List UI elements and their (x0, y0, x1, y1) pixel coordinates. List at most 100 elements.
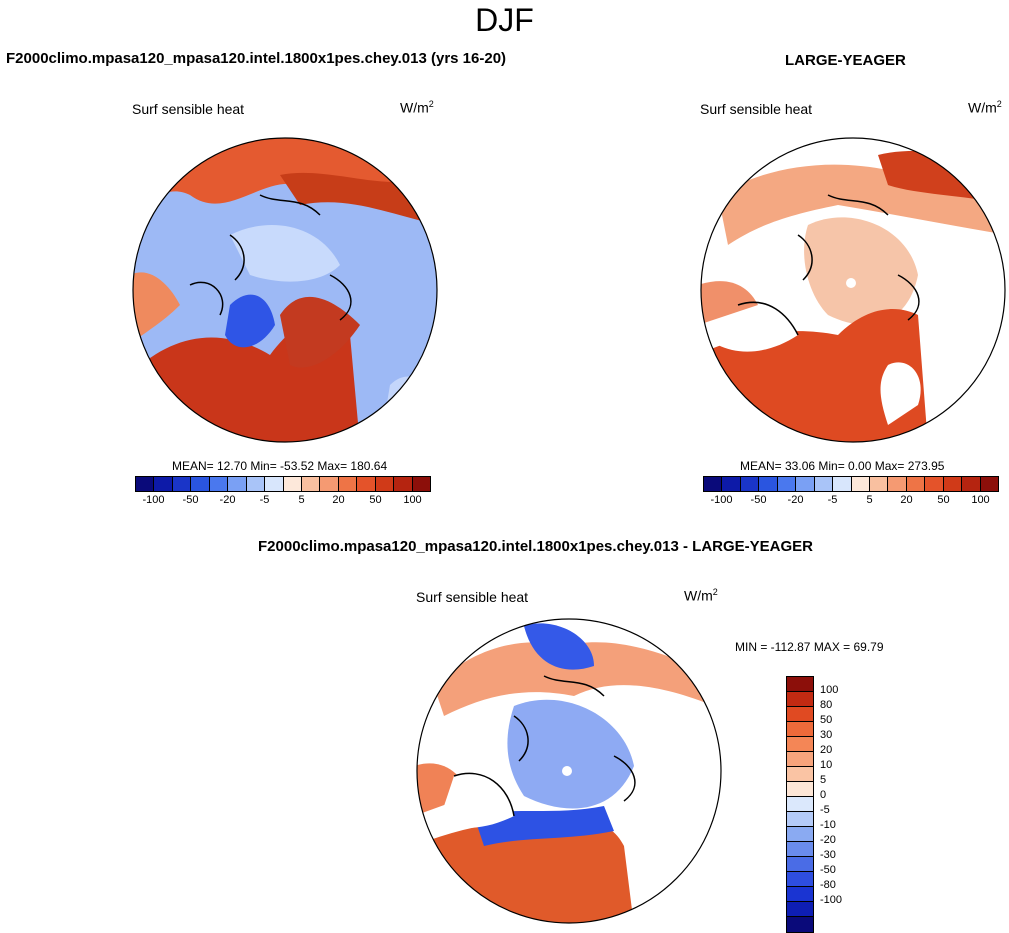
panel1-polar-map (132, 137, 438, 443)
colorbar-box (814, 477, 834, 491)
colorbar-label: -30 (820, 849, 836, 861)
colorbar-label: -5 (259, 494, 270, 506)
colorbar-label: 50 (369, 494, 382, 506)
colorbar-box (980, 477, 998, 491)
colorbar-box (320, 477, 339, 491)
panel1-variable: Surf sensible heat (132, 101, 245, 117)
panel3-stats: MIN = -112.87 MAX = 69.79 (735, 640, 884, 654)
panel3-colorbar-ticks: 100 80 50 30 20 10 5 0 -5 -10 -20 -30 -50 -80 -100 (820, 676, 860, 931)
panel2-variable: Surf sensible heat (700, 101, 813, 117)
colorbar-box (172, 477, 192, 491)
colorbar-box (787, 707, 813, 722)
colorbar-label: 80 (820, 699, 833, 711)
colorbar-box (787, 677, 813, 692)
colorbar-box (787, 887, 813, 902)
colorbar-box (759, 477, 778, 491)
colorbar-label: 50 (937, 494, 950, 506)
colorbar-label: -100 (142, 494, 165, 506)
colorbar-box (787, 737, 813, 752)
colorbar-box (787, 797, 813, 812)
colorbar-box (787, 752, 813, 767)
panel3-units: W/m2 (684, 587, 718, 604)
colorbar-box (301, 477, 321, 491)
colorbar-label: -50 (182, 494, 199, 506)
panel1-stats: MEAN= 12.70 Min= -53.52 Max= 180.64 (172, 459, 388, 473)
panel1-colorbar: -100 -50 -20 -5 5 20 50 100 (135, 476, 431, 508)
colorbar-box (777, 477, 797, 491)
colorbar-box (338, 477, 358, 491)
colorbar-box (704, 477, 723, 491)
colorbar-box (246, 477, 266, 491)
colorbar-box (943, 477, 963, 491)
colorbar-box (209, 477, 229, 491)
colorbar-box (265, 477, 284, 491)
panel2-polar-map (700, 137, 1006, 443)
panel2-case-title: LARGE-YEAGER (785, 52, 906, 69)
panel3-case-title: F2000climo.mpasa120_mpasa120.intel.1800x… (258, 538, 814, 555)
panel2-colorbar: -100 -50 -20 -5 5 20 50 100 (703, 476, 999, 508)
colorbar-box (833, 477, 852, 491)
colorbar-box (722, 477, 741, 491)
colorbar-box (851, 477, 870, 491)
colorbar-box (906, 477, 926, 491)
colorbar-box (962, 477, 981, 491)
colorbar-label: -50 (820, 864, 836, 876)
colorbar-label: 0 (820, 789, 827, 801)
colorbar-box (228, 477, 247, 491)
colorbar-box (412, 477, 430, 491)
colorbar-label: -50 (750, 494, 767, 506)
colorbar-box (154, 477, 173, 491)
colorbar-box (787, 857, 813, 872)
colorbar-box (787, 812, 813, 827)
panel3-polar-map (416, 618, 722, 924)
panel2-units: W/m2 (968, 99, 1002, 116)
panel2-colorbar-ticks: -100 -50 -20 -5 5 20 50 100 (703, 492, 999, 508)
colorbar-box (787, 872, 813, 887)
panel3-colorbar: 100 80 50 30 20 10 5 0 -5 -10 -20 -30 -50 -80 -100 (786, 676, 842, 933)
panel1-case-title: F2000climo.mpasa120_mpasa120.intel.1800x… (6, 50, 507, 67)
panel3-colorbar-boxes (786, 676, 814, 933)
colorbar-label: -20 (820, 834, 836, 846)
colorbar-label: 100 (971, 494, 990, 506)
colorbar-label: 100 (820, 684, 839, 696)
colorbar-label: -100 (820, 894, 843, 906)
colorbar-label: 10 (820, 759, 833, 771)
colorbar-box (787, 722, 813, 737)
colorbar-box (796, 477, 815, 491)
colorbar-box (787, 767, 813, 782)
colorbar-box (787, 782, 813, 797)
colorbar-label: 20 (900, 494, 913, 506)
colorbar-box (740, 477, 760, 491)
colorbar-label: -20 (219, 494, 236, 506)
season-title: DJF (475, 2, 534, 38)
colorbar-box (283, 477, 302, 491)
panel1-colorbar-boxes (135, 476, 431, 492)
colorbar-box (394, 477, 413, 491)
colorbar-label: -80 (820, 879, 836, 891)
colorbar-box (136, 477, 155, 491)
colorbar-box (787, 917, 813, 932)
colorbar-box (787, 902, 813, 917)
colorbar-label: -20 (787, 494, 804, 506)
panel2-colorbar-boxes (703, 476, 999, 492)
panel2-stats: MEAN= 33.06 Min= 0.00 Max= 273.95 (740, 459, 945, 473)
colorbar-label: -5 (827, 494, 838, 506)
colorbar-box (787, 692, 813, 707)
panel1-colorbar-ticks: -100 -50 -20 -5 5 20 50 100 (135, 492, 431, 508)
colorbar-box (925, 477, 944, 491)
colorbar-label: 30 (820, 729, 833, 741)
colorbar-box (375, 477, 395, 491)
colorbar-label: -10 (820, 819, 836, 831)
colorbar-label: 20 (820, 744, 833, 756)
colorbar-box (357, 477, 376, 491)
panel3-variable: Surf sensible heat (416, 589, 529, 605)
colorbar-label: 5 (298, 494, 305, 506)
colorbar-box (787, 827, 813, 842)
colorbar-box (869, 477, 889, 491)
colorbar-label: -5 (820, 804, 830, 816)
colorbar-box (191, 477, 210, 491)
colorbar-box (787, 842, 813, 857)
colorbar-label: 20 (332, 494, 345, 506)
colorbar-label: -100 (710, 494, 733, 506)
colorbar-label: 5 (866, 494, 873, 506)
